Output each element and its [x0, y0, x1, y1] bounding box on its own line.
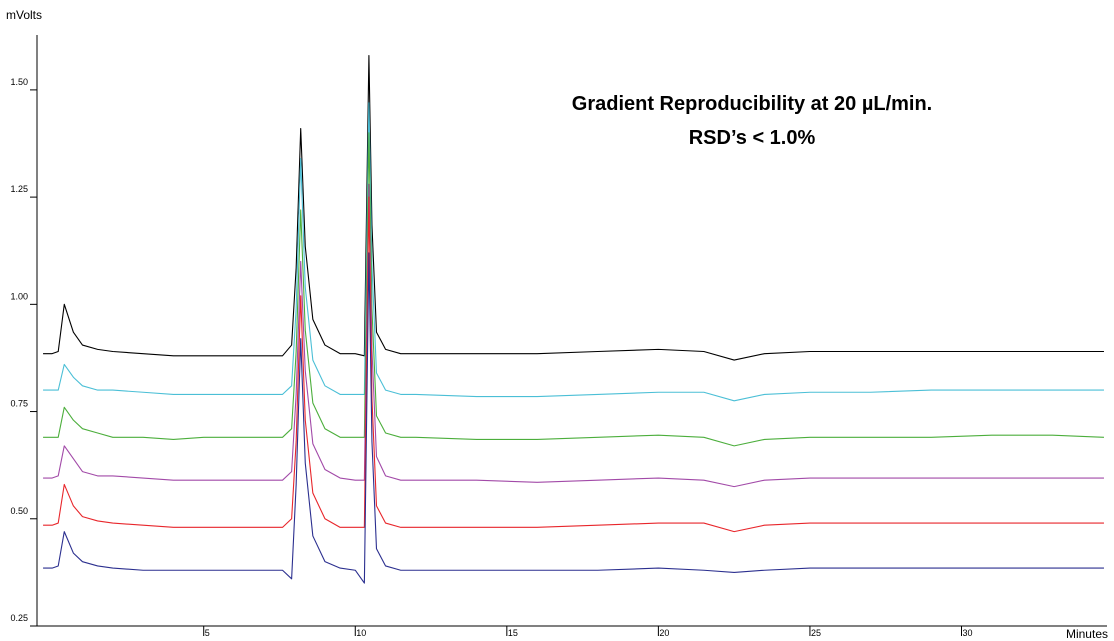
trace — [43, 102, 1104, 402]
x-tick-label: 10 — [356, 628, 366, 638]
chart-title: Gradient Reproducibility at 20 µL/min. — [572, 93, 932, 115]
trace — [43, 55, 1104, 361]
y-axis-title: mVolts — [6, 8, 42, 22]
y-tick-label: 1.50 — [10, 77, 28, 87]
x-tick-label: 5 — [205, 628, 210, 638]
y-tick-label: 1.00 — [10, 291, 28, 301]
y-tick-label: 0.50 — [10, 506, 28, 516]
trace — [43, 196, 1104, 533]
y-tick-label: 1.25 — [10, 184, 28, 194]
x-tick-label: 30 — [963, 628, 973, 638]
chart-subtitle: RSD’s < 1.0% — [689, 127, 816, 149]
x-tick-label: 20 — [659, 628, 669, 638]
y-tick-label: 0.25 — [10, 613, 28, 623]
trace — [43, 132, 1104, 447]
trace — [43, 183, 1104, 488]
trace — [43, 252, 1104, 584]
x-tick-label: 15 — [508, 628, 518, 638]
x-tick-label: 25 — [811, 628, 821, 638]
y-tick-label: 0.75 — [10, 399, 28, 409]
x-axis-title: Minutes — [1066, 627, 1108, 641]
